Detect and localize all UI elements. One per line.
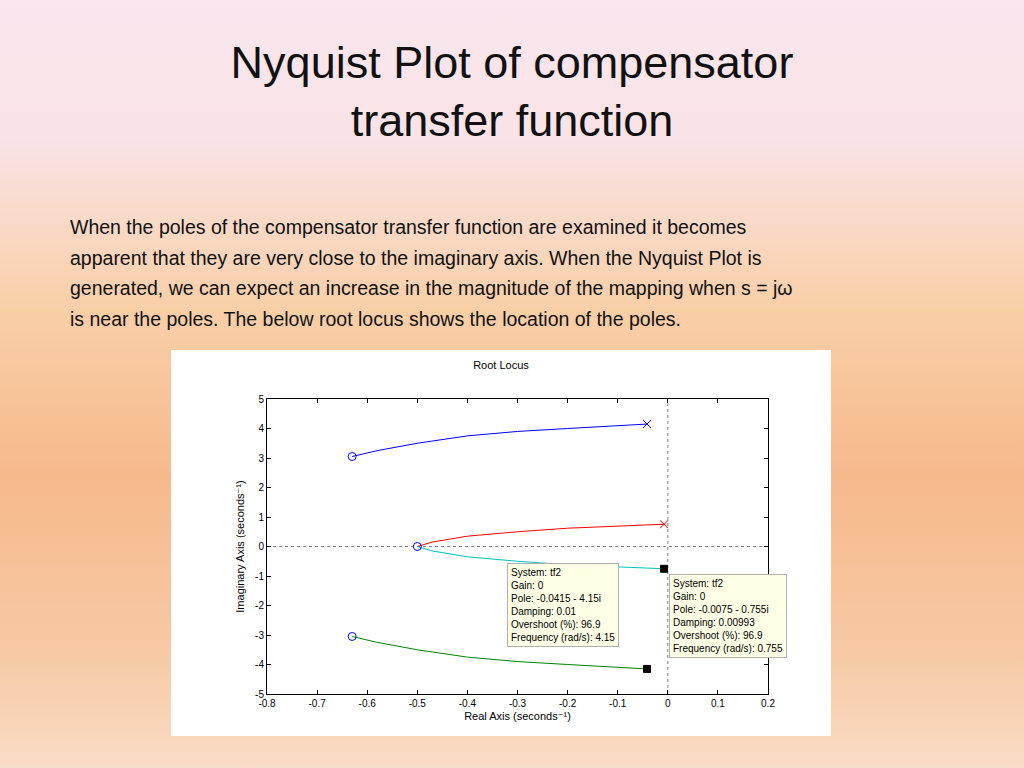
svg-text:0.2: 0.2 [761, 698, 775, 709]
svg-text:0.1: 0.1 [711, 698, 725, 709]
svg-text:-3: -3 [255, 630, 264, 641]
svg-text:-4: -4 [255, 659, 264, 670]
html-text:Nyquist Plot of compensator: Nyquist Plot of compensator [230, 37, 794, 88]
svg-text:-1: -1 [255, 571, 264, 582]
svg-text:-0.2: -0.2 [559, 698, 577, 709]
svg-text:0: 0 [258, 541, 264, 552]
html-text:is near the poles. The below r: is near the poles. The below root locus … [70, 307, 681, 330]
svg-text:4: 4 [258, 423, 264, 434]
html-text:When the poles of the compensa: When the poles of the compensator transf… [70, 216, 747, 238]
svg-text:-0.3: -0.3 [509, 698, 527, 709]
svg-text:5: 5 [258, 394, 264, 405]
svg-text:0: 0 [665, 698, 671, 709]
svg-text:2: 2 [258, 482, 264, 493]
svg-text:3: 3 [258, 453, 264, 464]
svg-text:-5: -5 [255, 689, 264, 700]
svg-text:-0.8: -0.8 [258, 698, 276, 709]
svg-text:System: tf2Gain: 0Pole: -0.041: System: tf2Gain: 0Pole: -0.0415 - 4.15iD… [511, 567, 615, 643]
svg-text:Root Locus: Root Locus [473, 359, 529, 371]
html-text:transfer function: transfer function [350, 95, 674, 146]
svg-text:-0.7: -0.7 [308, 698, 326, 709]
svg-text:Real Axis (seconds⁻¹): Real Axis (seconds⁻¹) [464, 710, 571, 722]
html-text:apparent that they are very cl: apparent that they are very close to the… [70, 246, 762, 269]
svg-text:-0.1: -0.1 [609, 698, 627, 709]
svg-text:-0.5: -0.5 [409, 698, 427, 709]
html-text:generated, we can expect an in: generated, we can expect an increase in … [70, 277, 793, 299]
svg-text:1: 1 [258, 512, 264, 523]
svg-text:-2: -2 [255, 600, 264, 611]
svg-text:System: tf2Gain: 0Pole: -0.007: System: tf2Gain: 0Pole: -0.0075 - 0.755i… [673, 578, 783, 654]
svg-text:-0.6: -0.6 [359, 698, 377, 709]
svg-text:Imaginary Axis (seconds⁻¹): Imaginary Axis (seconds⁻¹) [234, 480, 246, 612]
svg-text:-0.4: -0.4 [459, 698, 477, 709]
